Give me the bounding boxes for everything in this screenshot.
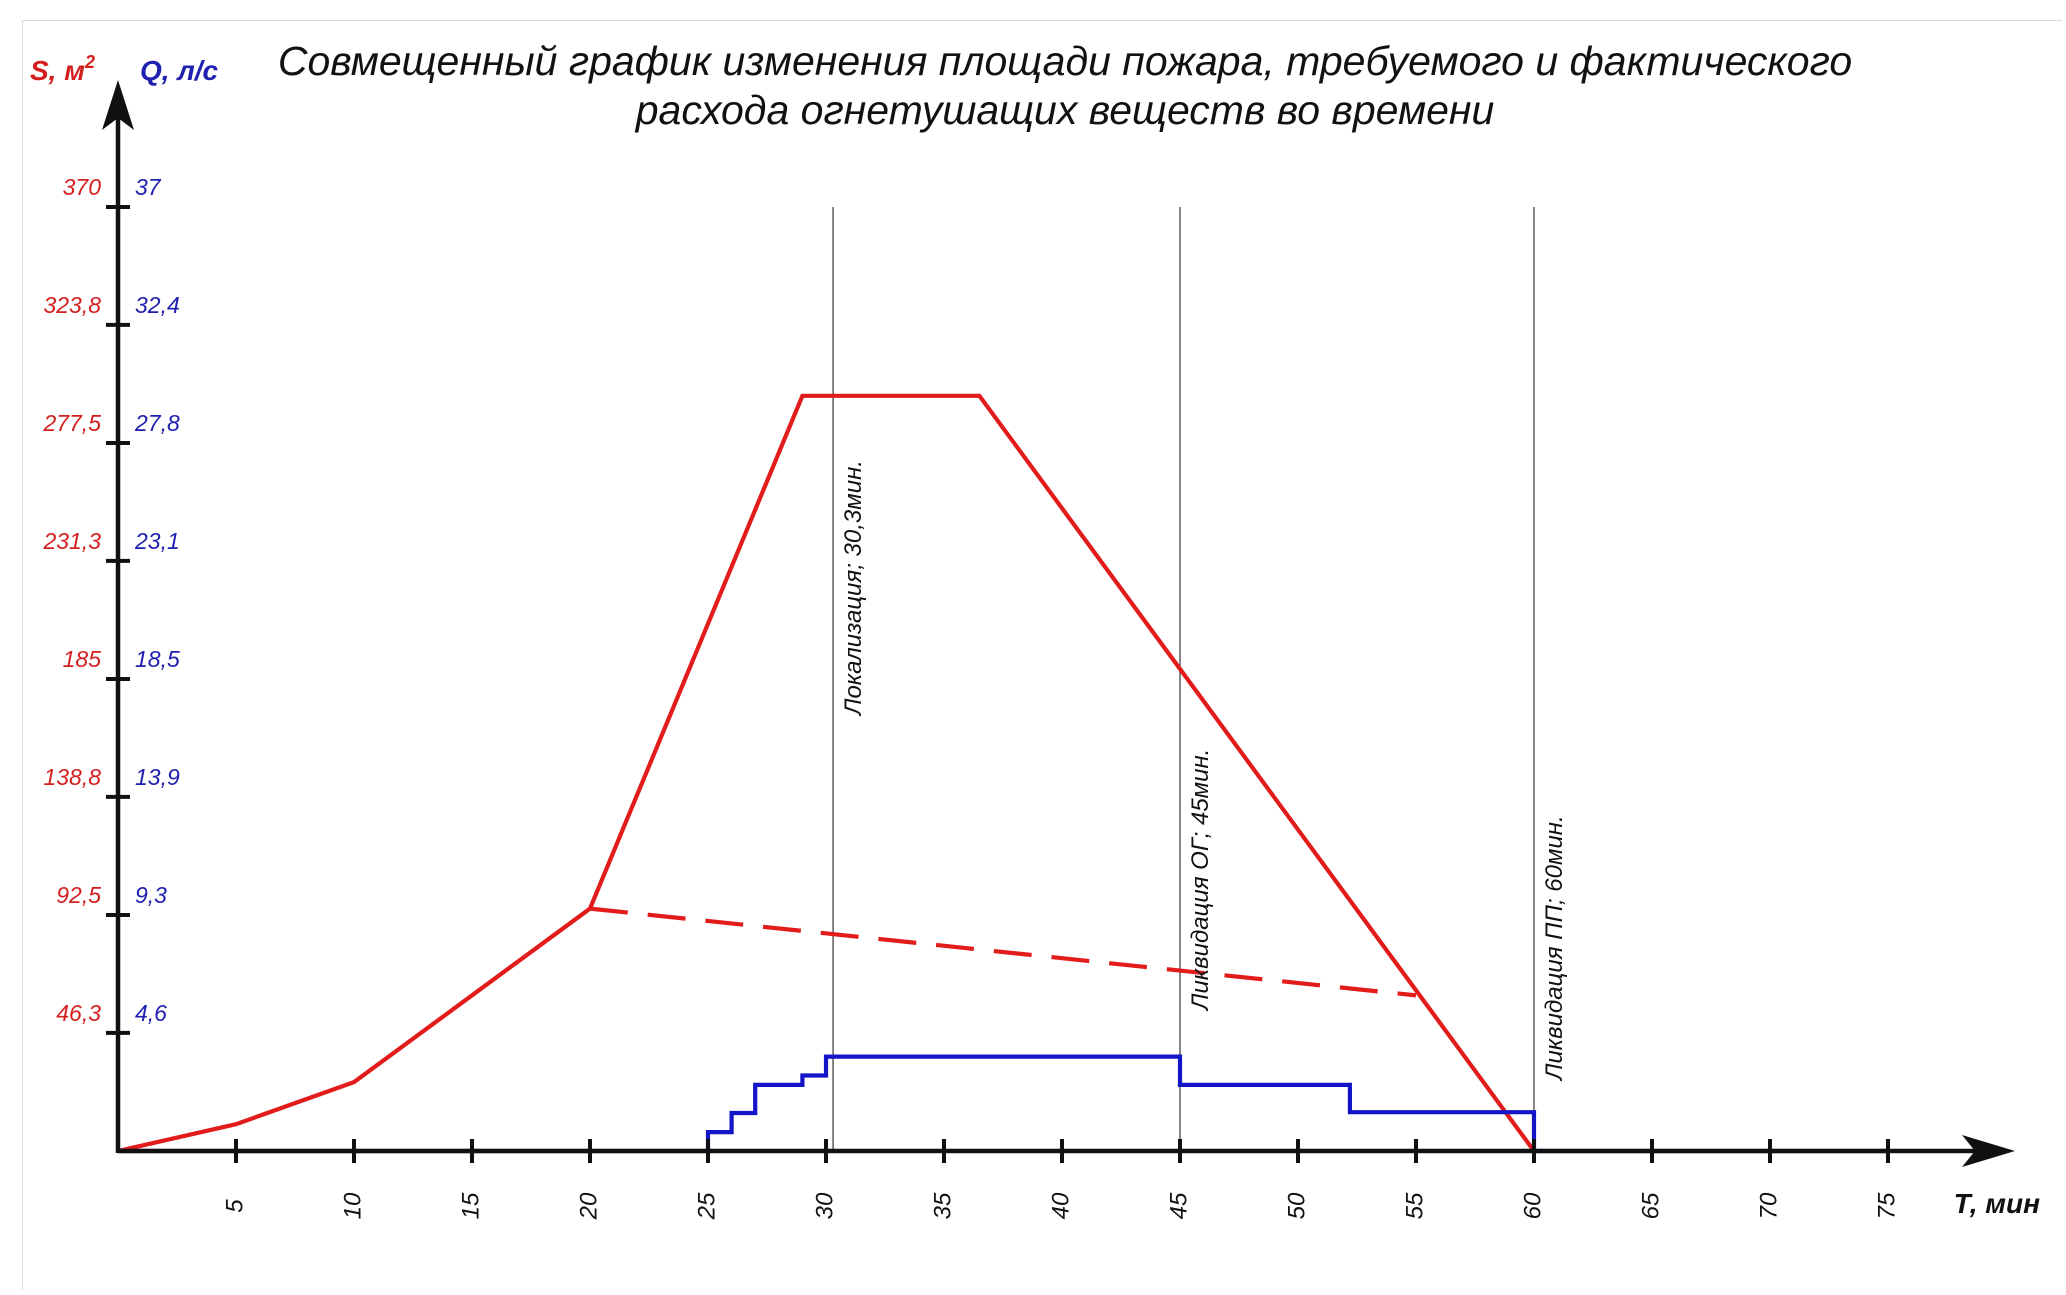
x-tick-label: 45 [1165, 1192, 1192, 1219]
x-tick-label: 60 [1519, 1192, 1546, 1219]
x-axis-arrowhead [1962, 1135, 2015, 1167]
chart-title-line-2: расхода огнетушащих веществ во времени [634, 87, 1495, 133]
series-area-dashed-line [589, 906, 1417, 998]
y-axis-arrowhead [102, 80, 134, 130]
x-tick-label: 40 [1047, 1192, 1074, 1219]
q-tick-label: 23,1 [134, 528, 180, 554]
s-axis-label: S, м2 [30, 52, 95, 86]
milestone-annotation-3: Ликвидация ПП; 60мин. [1541, 815, 1568, 1082]
x-tick-label: 65 [1637, 1192, 1664, 1219]
x-tick-label: 20 [575, 1192, 602, 1220]
q-axis-label: Q, л/с [140, 55, 219, 86]
q-tick-label: 13,9 [135, 764, 180, 790]
x-tick-label: 75 [1873, 1192, 1900, 1219]
chart-frame [22, 20, 2062, 1290]
x-tick-label: 50 [1283, 1192, 1310, 1219]
x-tick-label: 15 [457, 1192, 484, 1219]
series-flow-line [118, 1054, 1888, 1154]
x-axis-label: Т, мин [1954, 1188, 2040, 1219]
x-tick-label: 55 [1401, 1192, 1428, 1219]
q-tick-label: 37 [135, 174, 162, 200]
s-tick-label: 185 [63, 646, 102, 672]
q-tick-label: 4,6 [135, 1000, 167, 1026]
q-tick-label: 32,4 [135, 292, 180, 318]
s-tick-label: 138,8 [43, 764, 101, 790]
q-tick-label: 9,3 [135, 882, 167, 908]
q-tick-label: 27,8 [134, 410, 180, 436]
chart-title-line-1: Совмещенный график изменения площади пож… [278, 38, 1852, 84]
milestone-annotation-1: Локализация; 30,3мин. [840, 460, 867, 717]
x-tick-label: 35 [929, 1192, 956, 1219]
x-tick-label: 25 [693, 1192, 720, 1220]
q-tick-label: 18,5 [135, 646, 180, 672]
s-tick-label: 46,3 [56, 1000, 101, 1026]
s-tick-label: 323,8 [43, 292, 101, 318]
x-tick-label: 10 [339, 1192, 366, 1219]
s-tick-label: 92,5 [56, 882, 101, 908]
series-area-line [117, 393, 1536, 1154]
x-tick-label: 70 [1755, 1192, 1782, 1219]
s-tick-label: 277,5 [42, 410, 101, 436]
x-tick-label: 30 [811, 1192, 838, 1219]
milestone-annotation-2: Ликвидация ОГ; 45мин. [1187, 749, 1214, 1012]
s-tick-label: 231,3 [42, 528, 101, 554]
s-tick-label: 370 [63, 174, 102, 200]
x-tick-label: 5 [221, 1199, 248, 1213]
